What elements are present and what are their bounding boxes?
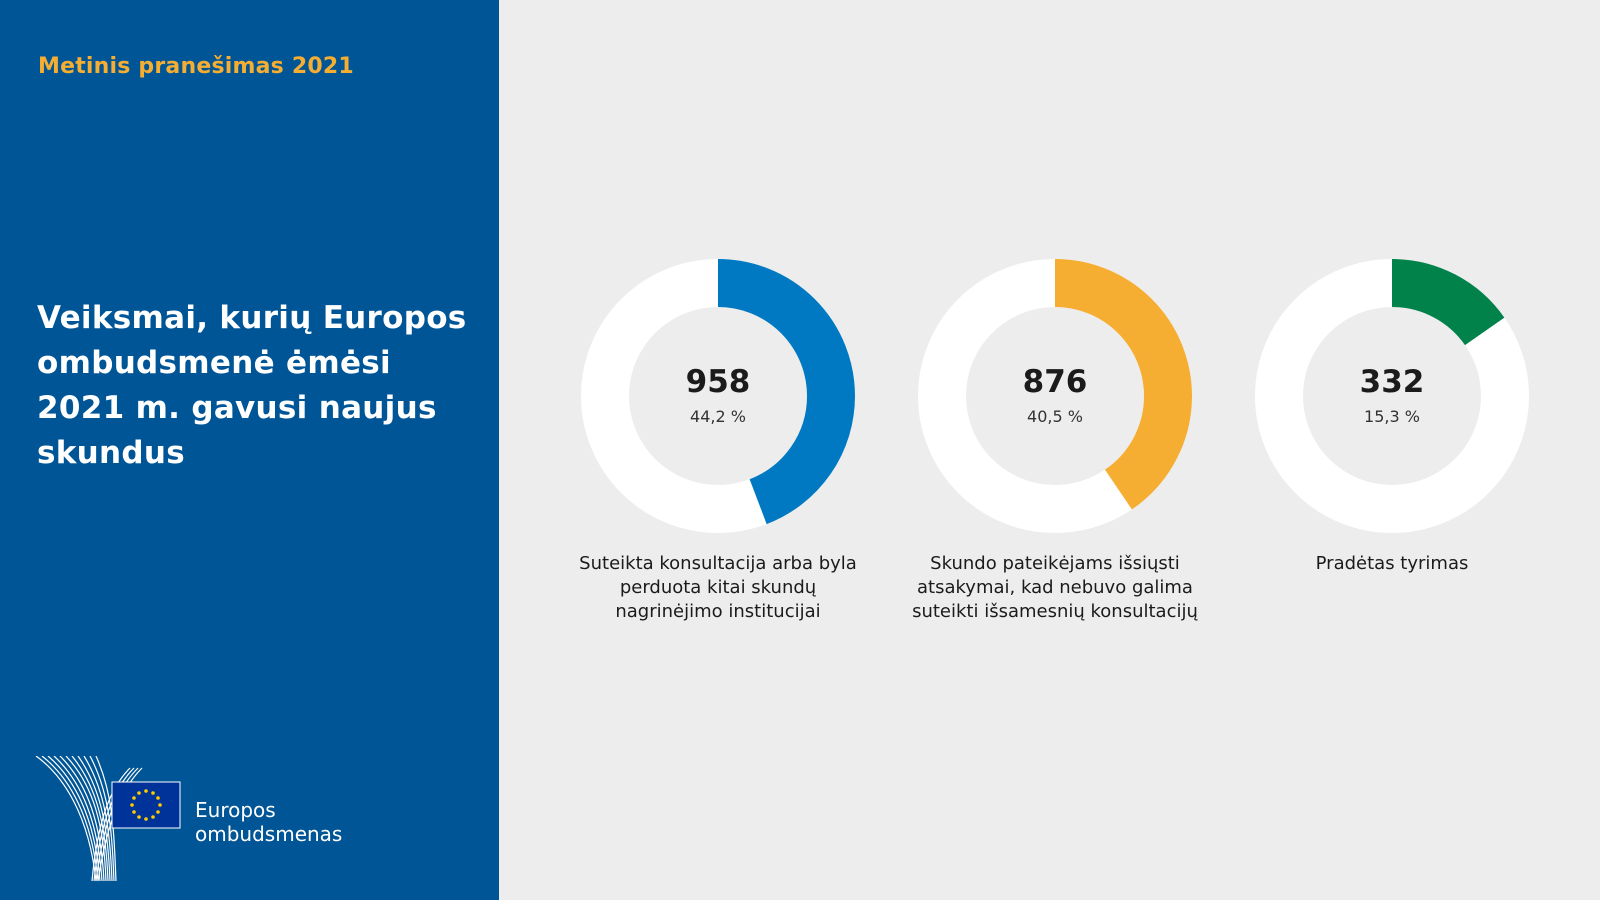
donut-svg — [581, 259, 855, 533]
donut-arc-1 — [581, 259, 855, 533]
donut-svg — [1255, 259, 1529, 533]
donut-wrap: 876 40,5 % — [917, 258, 1193, 534]
european-ombudsman-logo-icon — [35, 756, 181, 882]
donut-value: 958 — [685, 364, 751, 400]
donut-percent: 15,3 % — [1364, 407, 1420, 426]
logo-text-line1: Europos — [195, 798, 276, 822]
donut-percent: 44,2 % — [690, 407, 746, 426]
donut-caption: Skundo pateikėjams išsiųsti atsakymai, k… — [912, 553, 1198, 622]
logo-text-line2: ombudsmenas — [195, 822, 343, 846]
donut-wrap: 332 15,3 % — [1254, 258, 1530, 534]
logo-text: Europos ombudsmenas — [195, 798, 342, 846]
donut-percent: 40,5 % — [1027, 407, 1083, 426]
donut-arc-2 — [918, 259, 1192, 533]
donut-value: 876 — [1022, 364, 1088, 400]
donut-chart-3: 332 15,3 % Pradėtas tyrimas — [1247, 258, 1537, 576]
donut-wrap: 958 44,2 % — [580, 258, 856, 534]
sidebar: Metinis pranešimas 2021 Veiksmai, kurių … — [0, 0, 499, 900]
donut-chart-2: 876 40,5 % Skundo pateikėjams išsiųsti a… — [910, 258, 1200, 624]
donut-caption: Suteikta konsultacija arba byla perduota… — [579, 553, 857, 622]
donut-chart-1: 958 44,2 % Suteikta konsultacija arba by… — [573, 258, 863, 624]
report-label: Metinis pranešimas 2021 — [38, 54, 354, 79]
donut-caption: Pradėtas tyrimas — [1315, 553, 1469, 574]
chart-area: 958 44,2 % Suteikta konsultacija arba by… — [499, 0, 1600, 900]
donut-svg — [918, 259, 1192, 533]
donut-value: 332 — [1359, 364, 1425, 400]
page-title: Veiksmai, kurių Europos ombudsmenė ėmėsi… — [37, 300, 467, 471]
donut-arc-3 — [1255, 259, 1529, 533]
